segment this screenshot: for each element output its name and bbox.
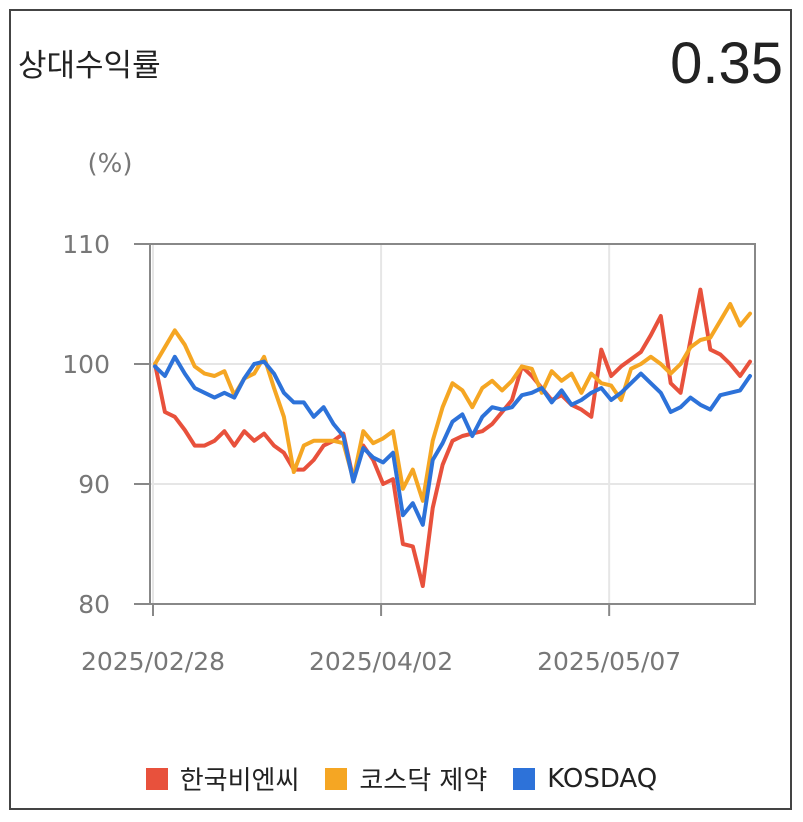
legend-item: 한국비엔씨 — [145, 760, 300, 797]
y-tick-label: 100 — [62, 350, 110, 379]
chart-card — [9, 9, 792, 810]
chart-title: 상대수익률 — [18, 48, 161, 84]
y-tick-label: 80 — [78, 590, 110, 619]
x-tick-label: 2025/05/07 — [537, 647, 681, 676]
legend: 한국비엔씨 코스닥 제약 KOSDAQ — [0, 760, 803, 797]
legend-swatch — [325, 767, 348, 790]
legend-label: 코스닥 제약 — [359, 766, 488, 796]
legend-swatch — [513, 767, 536, 790]
relative-return-value: 0.35 — [670, 31, 783, 96]
legend-item: 코스닥 제약 — [325, 760, 487, 797]
x-tick-label: 2025/04/02 — [309, 647, 453, 676]
series-line-KOSDAQ — [153, 354, 752, 527]
legend-item: KOSDAQ — [513, 760, 657, 797]
y-tick-label: 110 — [62, 230, 110, 259]
line-chart: 80 90 100 110 2025/02/28 2025/04/02 2025/05/07… — [62, 149, 756, 676]
series-line-코스닥 제약 — [153, 302, 752, 503]
x-tick-label: 2025/02/28 — [81, 647, 225, 676]
plot-frame — [149, 243, 756, 605]
legend-swatch — [145, 767, 168, 790]
y-tick-label: 90 — [78, 470, 110, 499]
legend-label: KOSDAQ — [547, 763, 658, 794]
legend-label: 한국비엔씨 — [179, 766, 300, 796]
series-line-한국비엔씨 — [153, 287, 752, 588]
y-unit-label: (%) — [88, 149, 133, 179]
